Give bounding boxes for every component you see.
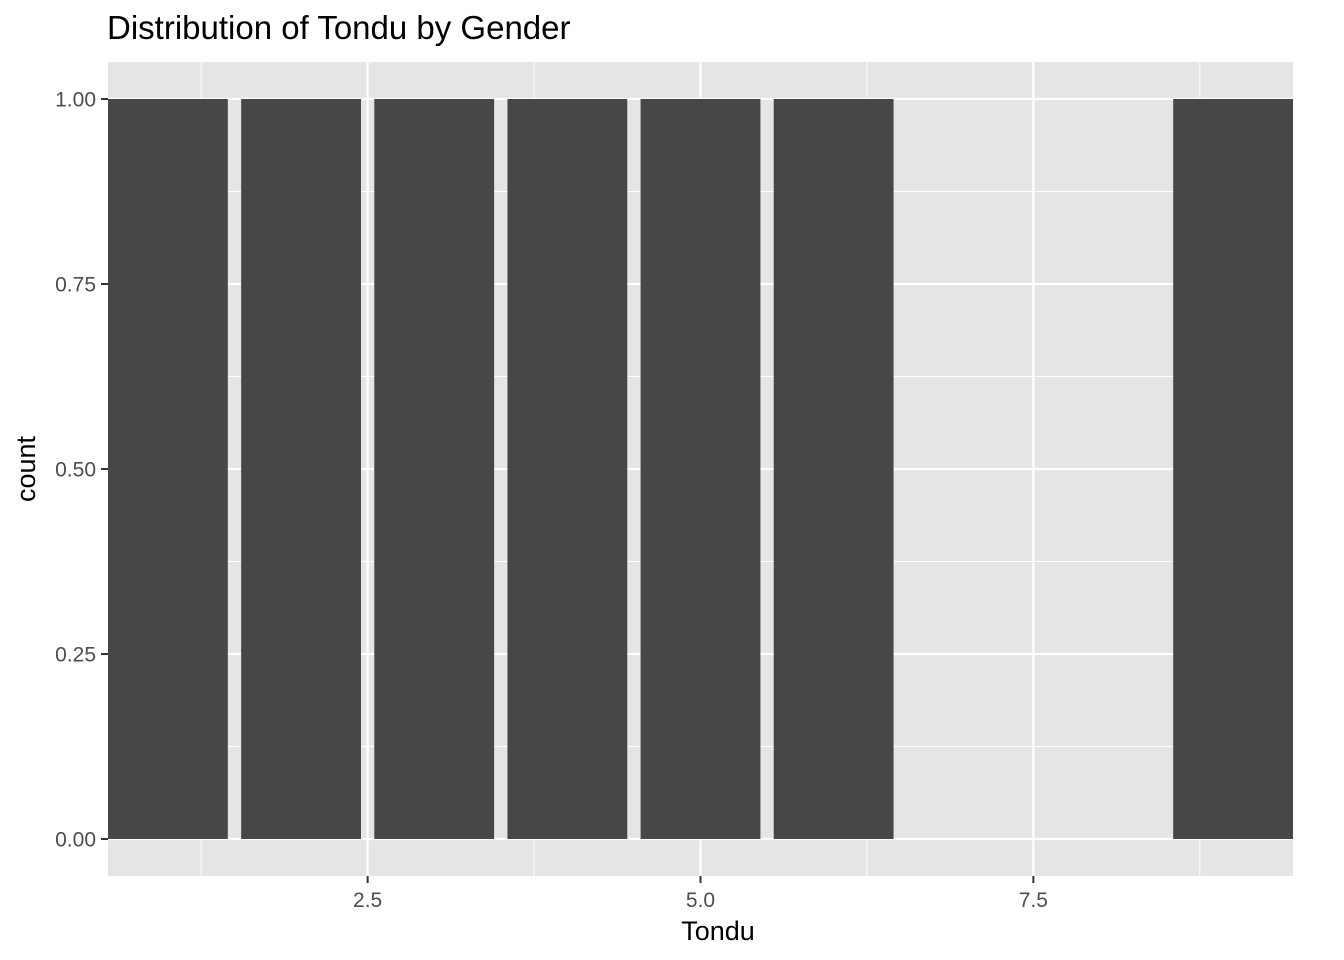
bar xyxy=(108,99,228,839)
x-tick-label: 5.0 xyxy=(686,889,715,912)
bars xyxy=(108,99,1293,839)
y-tick-label: 0.25 xyxy=(55,644,96,667)
chart-title: Distribution of Tondu by Gender xyxy=(107,9,571,46)
x-axis: 2.5 5.0 7.5 xyxy=(353,876,1048,912)
y-tick-label: 0.00 xyxy=(55,829,96,852)
y-axis-title: count xyxy=(11,435,41,502)
bar xyxy=(374,99,495,839)
y-tick-label: 1.00 xyxy=(55,89,96,112)
x-tick-label: 2.5 xyxy=(353,889,382,912)
bar xyxy=(241,99,361,839)
bar xyxy=(640,99,761,839)
bar xyxy=(507,99,628,839)
bar xyxy=(1173,99,1293,839)
y-tick-label: 0.50 xyxy=(55,459,96,482)
x-tick-label: 7.5 xyxy=(1019,889,1048,912)
x-axis-title: Tondu xyxy=(681,916,755,946)
bar xyxy=(773,99,894,839)
y-axis: 0.00 0.25 0.50 0.75 1.00 xyxy=(55,89,108,852)
y-tick-label: 0.75 xyxy=(55,274,96,297)
